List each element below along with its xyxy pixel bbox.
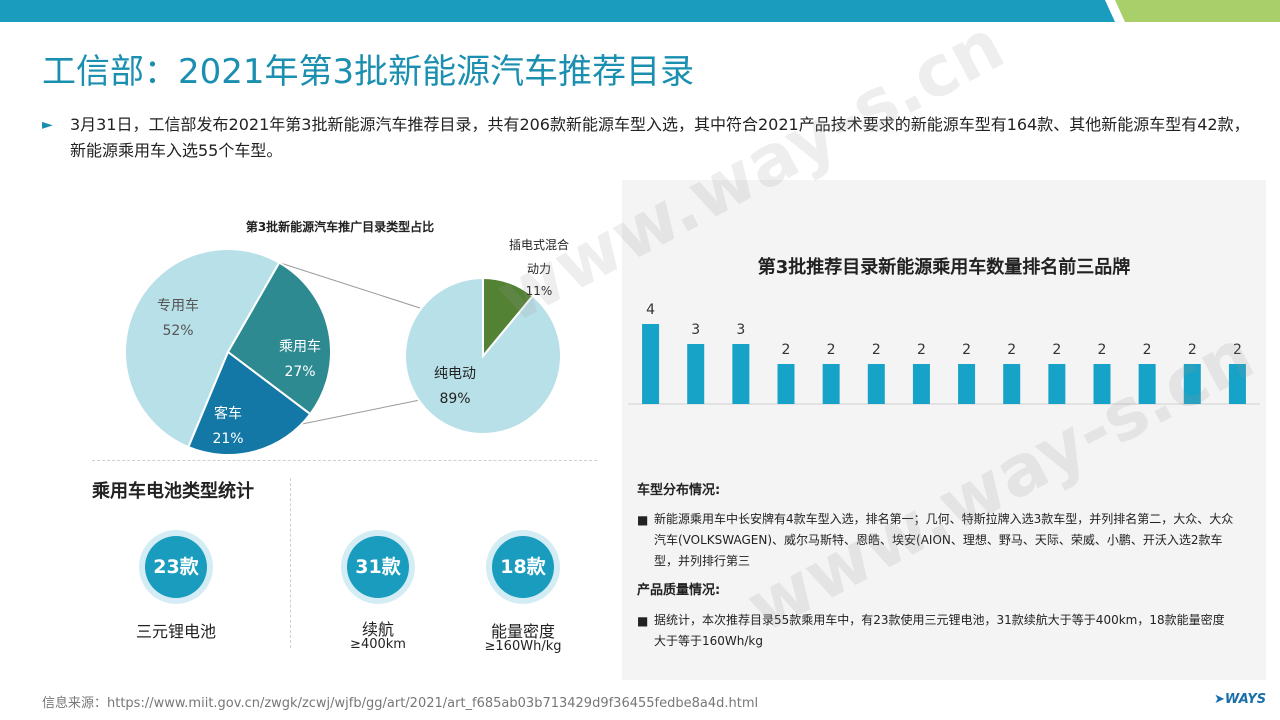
bar (1003, 364, 1021, 404)
bar-value-label: 2 (1052, 342, 1061, 358)
bar (687, 344, 705, 404)
pie-label: 纯电动 (434, 366, 476, 382)
bar-value-label: 3 (691, 322, 700, 338)
bar-value-label: 2 (827, 342, 836, 358)
bar (732, 344, 750, 404)
bar (1183, 364, 1201, 404)
bar (958, 364, 976, 404)
divider-vertical (290, 478, 291, 648)
bar-value-label: 2 (1233, 342, 1242, 358)
stat-label-range: 续航 (361, 620, 394, 639)
stat-label-density: 能量密度 (490, 622, 555, 641)
bar-value-label: 2 (962, 342, 971, 358)
pie-value-label: 27% (284, 364, 315, 380)
pie-value-label: 89% (439, 391, 470, 407)
bar-value-label: 2 (872, 342, 881, 358)
bar (642, 324, 660, 404)
right-panel (622, 180, 1266, 680)
intro-text: 3月31日，工信部发布2021年第3批新能源汽车推荐目录，共有206款新能源车型… (70, 115, 1250, 160)
square-bullet-icon: ■ (637, 513, 649, 527)
stat-badge-density: 18款 (492, 536, 554, 598)
pie-value-label: 21% (212, 431, 243, 447)
bar-value-label: 2 (782, 342, 791, 358)
pie-label: 客车 (214, 405, 242, 422)
logo-icon: ➤ (1214, 692, 1225, 707)
pie-slice-special (124, 248, 281, 449)
stat-badge-ternary: 23款 (145, 536, 207, 598)
bar (867, 364, 885, 404)
bar-chart: 4 3 3 2 2 2 2 2 2 2 2 2 2 2 (628, 302, 1260, 405)
pie-label: 专用车 (157, 297, 199, 314)
bar-value-label: 2 (1007, 342, 1016, 358)
pie-slice-bus (187, 350, 312, 456)
dist-text: 新能源乘用车中长安牌有4款车型入选，排名第一；几何、特斯拉牌入选3款车型，并列排… (654, 512, 1234, 568)
bar-chart-title: 第3批推荐目录新能源乘用车数量排名前三品牌 (757, 257, 1131, 278)
quality-heading: 产品质量情况: (637, 583, 721, 598)
bar-value-label: 2 (1188, 342, 1197, 358)
pie-value-label: 52% (162, 323, 193, 339)
pie-label: 动力 (527, 262, 551, 276)
quality-text: 据统计，本次推荐目录55款乘用车中，有23款使用三元锂电池，31款续航大于等于4… (654, 613, 1225, 648)
battery-section-title: 乘用车电池类型统计 (92, 481, 254, 502)
bar-value-label: 2 (1143, 342, 1152, 358)
bar (777, 364, 795, 404)
pie-value-label: 11% (526, 284, 553, 298)
bar (912, 364, 930, 404)
pie-slice-passenger (226, 261, 332, 416)
square-bullet-icon: ■ (637, 614, 649, 628)
bar-value-label: 4 (646, 302, 655, 318)
pie-slice-phev (482, 276, 535, 359)
bar (1138, 364, 1156, 404)
stat-sub-range: ≥400km (350, 637, 406, 652)
source-footer: 信息来源：https://www.miit.gov.cn/zwgk/zcwj/w… (42, 696, 759, 711)
pie-label: 插电式混合 (509, 237, 569, 252)
bar-value-label: 2 (917, 342, 926, 358)
brand-logo: ➤WAYS (1214, 692, 1267, 707)
bar (822, 364, 840, 404)
connector-line (279, 262, 421, 309)
stat-label-ternary: 三元锂电池 (135, 622, 216, 641)
top-decor-bar (0, 0, 1280, 22)
stat-badge-range: 31款 (347, 536, 409, 598)
stat-sub-density: ≥160Wh/kg (484, 639, 562, 654)
bullet-arrow-icon: ► (42, 117, 53, 133)
bar (1048, 364, 1066, 404)
bar (1093, 364, 1111, 404)
divider-horizontal (92, 460, 597, 461)
pie-label: 乘用车 (279, 338, 321, 355)
dist-heading: 车型分布情况: (637, 483, 721, 498)
pie-chart-title: 第3批新能源汽车推广目录类型占比 (245, 220, 435, 234)
page-title: 工信部：2021年第3批新能源汽车推荐目录 (42, 52, 695, 92)
bar-value-label: 3 (736, 322, 745, 338)
bar (1228, 364, 1246, 404)
bar-value-label: 2 (1098, 342, 1107, 358)
